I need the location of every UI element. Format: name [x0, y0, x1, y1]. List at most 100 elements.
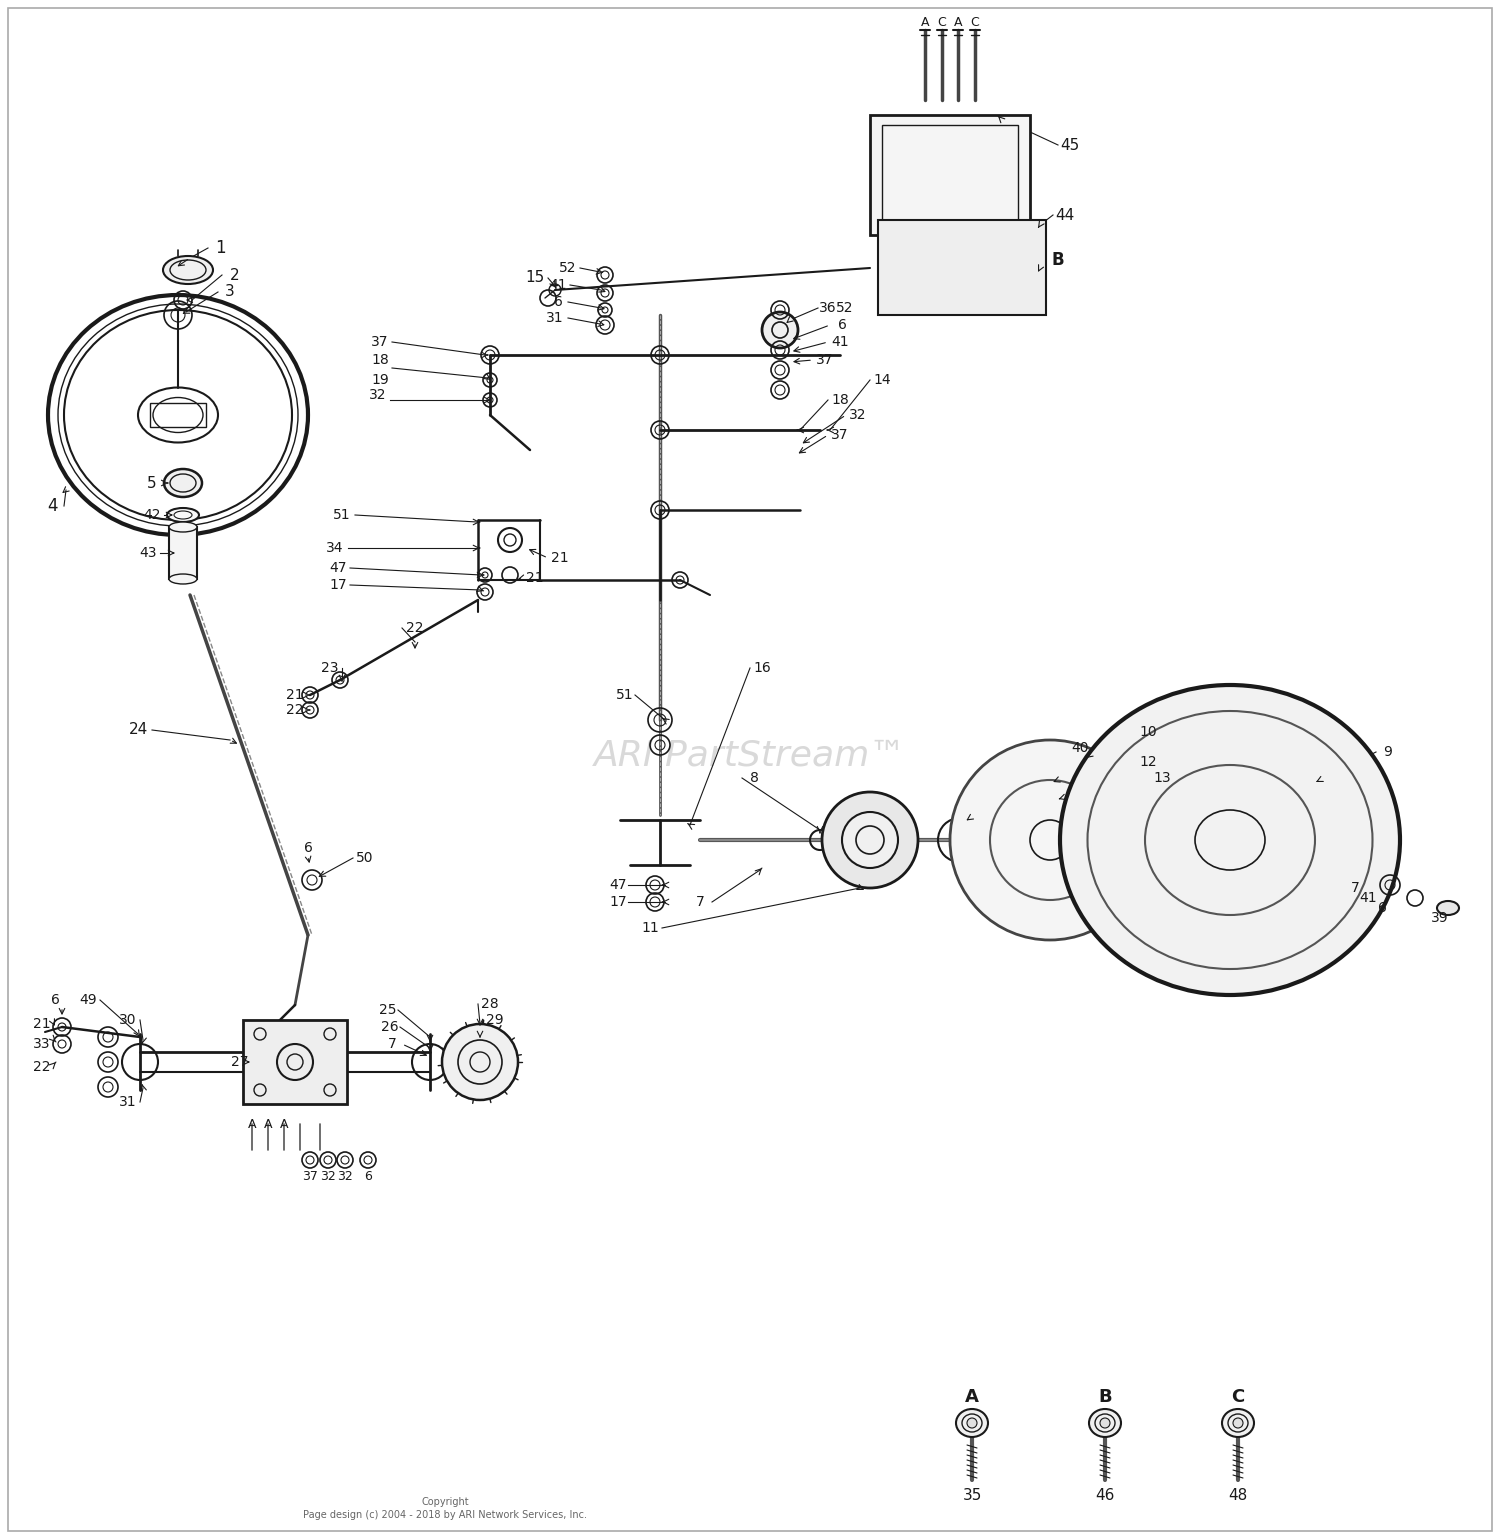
Text: 45: 45 [1060, 137, 1080, 152]
Text: 51: 51 [333, 508, 351, 522]
Text: 5: 5 [147, 476, 158, 491]
Bar [870, 115, 1030, 235]
Text: 21: 21 [550, 551, 568, 565]
Text: 8: 8 [750, 771, 759, 785]
Text: 31: 31 [546, 311, 564, 325]
Circle shape [842, 813, 898, 868]
Text: 48: 48 [1228, 1488, 1248, 1502]
Text: 21: 21 [526, 571, 544, 585]
Ellipse shape [1437, 900, 1460, 916]
Text: 6: 6 [554, 295, 562, 309]
Text: 22: 22 [406, 622, 423, 636]
Ellipse shape [164, 469, 202, 497]
Text: A: A [964, 1388, 980, 1407]
Bar [882, 125, 1019, 225]
Text: A: A [264, 1117, 273, 1131]
Ellipse shape [166, 508, 200, 522]
Text: Copyright: Copyright [422, 1497, 470, 1507]
Text: 26: 26 [381, 1020, 399, 1034]
Text: 9: 9 [1383, 745, 1392, 759]
Circle shape [762, 312, 798, 348]
Text: 22: 22 [33, 1060, 51, 1074]
Text: 6: 6 [837, 319, 846, 332]
Circle shape [950, 740, 1150, 940]
Text: 3: 3 [225, 285, 236, 300]
Text: ARI PartStream™: ARI PartStream™ [594, 739, 906, 773]
Text: 7: 7 [696, 896, 705, 910]
Text: 52: 52 [837, 302, 854, 315]
Text: 40: 40 [1071, 740, 1089, 756]
Text: 32: 32 [369, 388, 387, 402]
Text: 51: 51 [616, 688, 634, 702]
Text: 17: 17 [328, 579, 346, 593]
Text: 22: 22 [286, 703, 303, 717]
Text: 43: 43 [140, 546, 156, 560]
Text: 12: 12 [1138, 756, 1156, 770]
Text: 11: 11 [640, 920, 658, 936]
Text: 7: 7 [387, 1037, 396, 1051]
Text: 21: 21 [33, 1017, 51, 1031]
Text: 23: 23 [321, 660, 339, 676]
Text: 10: 10 [1138, 725, 1156, 739]
Text: 6: 6 [1377, 900, 1386, 916]
Text: 24: 24 [129, 722, 147, 737]
Circle shape [968, 1417, 976, 1428]
Text: 39: 39 [1431, 911, 1449, 925]
Ellipse shape [170, 574, 196, 583]
Text: 15: 15 [525, 271, 544, 286]
Text: 47: 47 [609, 879, 627, 893]
Text: 13: 13 [1154, 771, 1172, 785]
Text: 19: 19 [370, 372, 388, 386]
Ellipse shape [1222, 1410, 1254, 1437]
Text: A: A [954, 15, 963, 29]
Text: 37: 37 [372, 336, 388, 349]
Text: 31: 31 [118, 1096, 136, 1110]
Text: 18: 18 [831, 392, 849, 406]
Circle shape [442, 1023, 518, 1100]
Text: B: B [1052, 251, 1065, 269]
Bar [243, 1020, 346, 1103]
Text: 32: 32 [320, 1171, 336, 1183]
Text: 6: 6 [364, 1171, 372, 1183]
Bar [150, 403, 206, 426]
Ellipse shape [170, 522, 196, 532]
Text: 52: 52 [560, 262, 576, 275]
Text: 30: 30 [120, 1013, 136, 1027]
Text: 6: 6 [51, 993, 60, 1007]
Bar [878, 220, 1046, 315]
Text: 41: 41 [831, 336, 849, 349]
Text: 1: 1 [214, 239, 225, 257]
Text: 37: 37 [302, 1171, 318, 1183]
Text: 35: 35 [963, 1488, 981, 1502]
Text: 32: 32 [338, 1171, 352, 1183]
Circle shape [1233, 1417, 1244, 1428]
Text: 21: 21 [286, 688, 304, 702]
Text: A: A [921, 15, 928, 29]
Text: 34: 34 [327, 542, 344, 556]
Text: 41: 41 [549, 279, 567, 292]
Text: 25: 25 [380, 1003, 396, 1017]
Ellipse shape [1060, 685, 1400, 996]
Ellipse shape [956, 1410, 988, 1437]
Text: 37: 37 [831, 428, 849, 442]
Circle shape [1100, 1417, 1110, 1428]
Text: C: C [1232, 1388, 1245, 1407]
Text: 37: 37 [816, 352, 834, 366]
Text: 16: 16 [753, 660, 771, 676]
Text: 50: 50 [357, 851, 374, 865]
Text: 7: 7 [1350, 880, 1359, 896]
Text: 47: 47 [330, 562, 346, 576]
Text: 14: 14 [873, 372, 891, 386]
Text: 18: 18 [370, 352, 388, 366]
Text: 32: 32 [849, 408, 867, 422]
Text: 42: 42 [144, 508, 160, 522]
Text: 28: 28 [482, 997, 500, 1011]
Text: Page design (c) 2004 - 2018 by ARI Network Services, Inc.: Page design (c) 2004 - 2018 by ARI Netwo… [303, 1510, 586, 1521]
Text: C: C [938, 15, 946, 29]
Text: 36: 36 [819, 302, 837, 315]
Text: 2: 2 [230, 268, 240, 283]
Ellipse shape [164, 255, 213, 285]
Text: A: A [279, 1117, 288, 1131]
Circle shape [822, 793, 918, 888]
Text: A: A [248, 1117, 256, 1131]
